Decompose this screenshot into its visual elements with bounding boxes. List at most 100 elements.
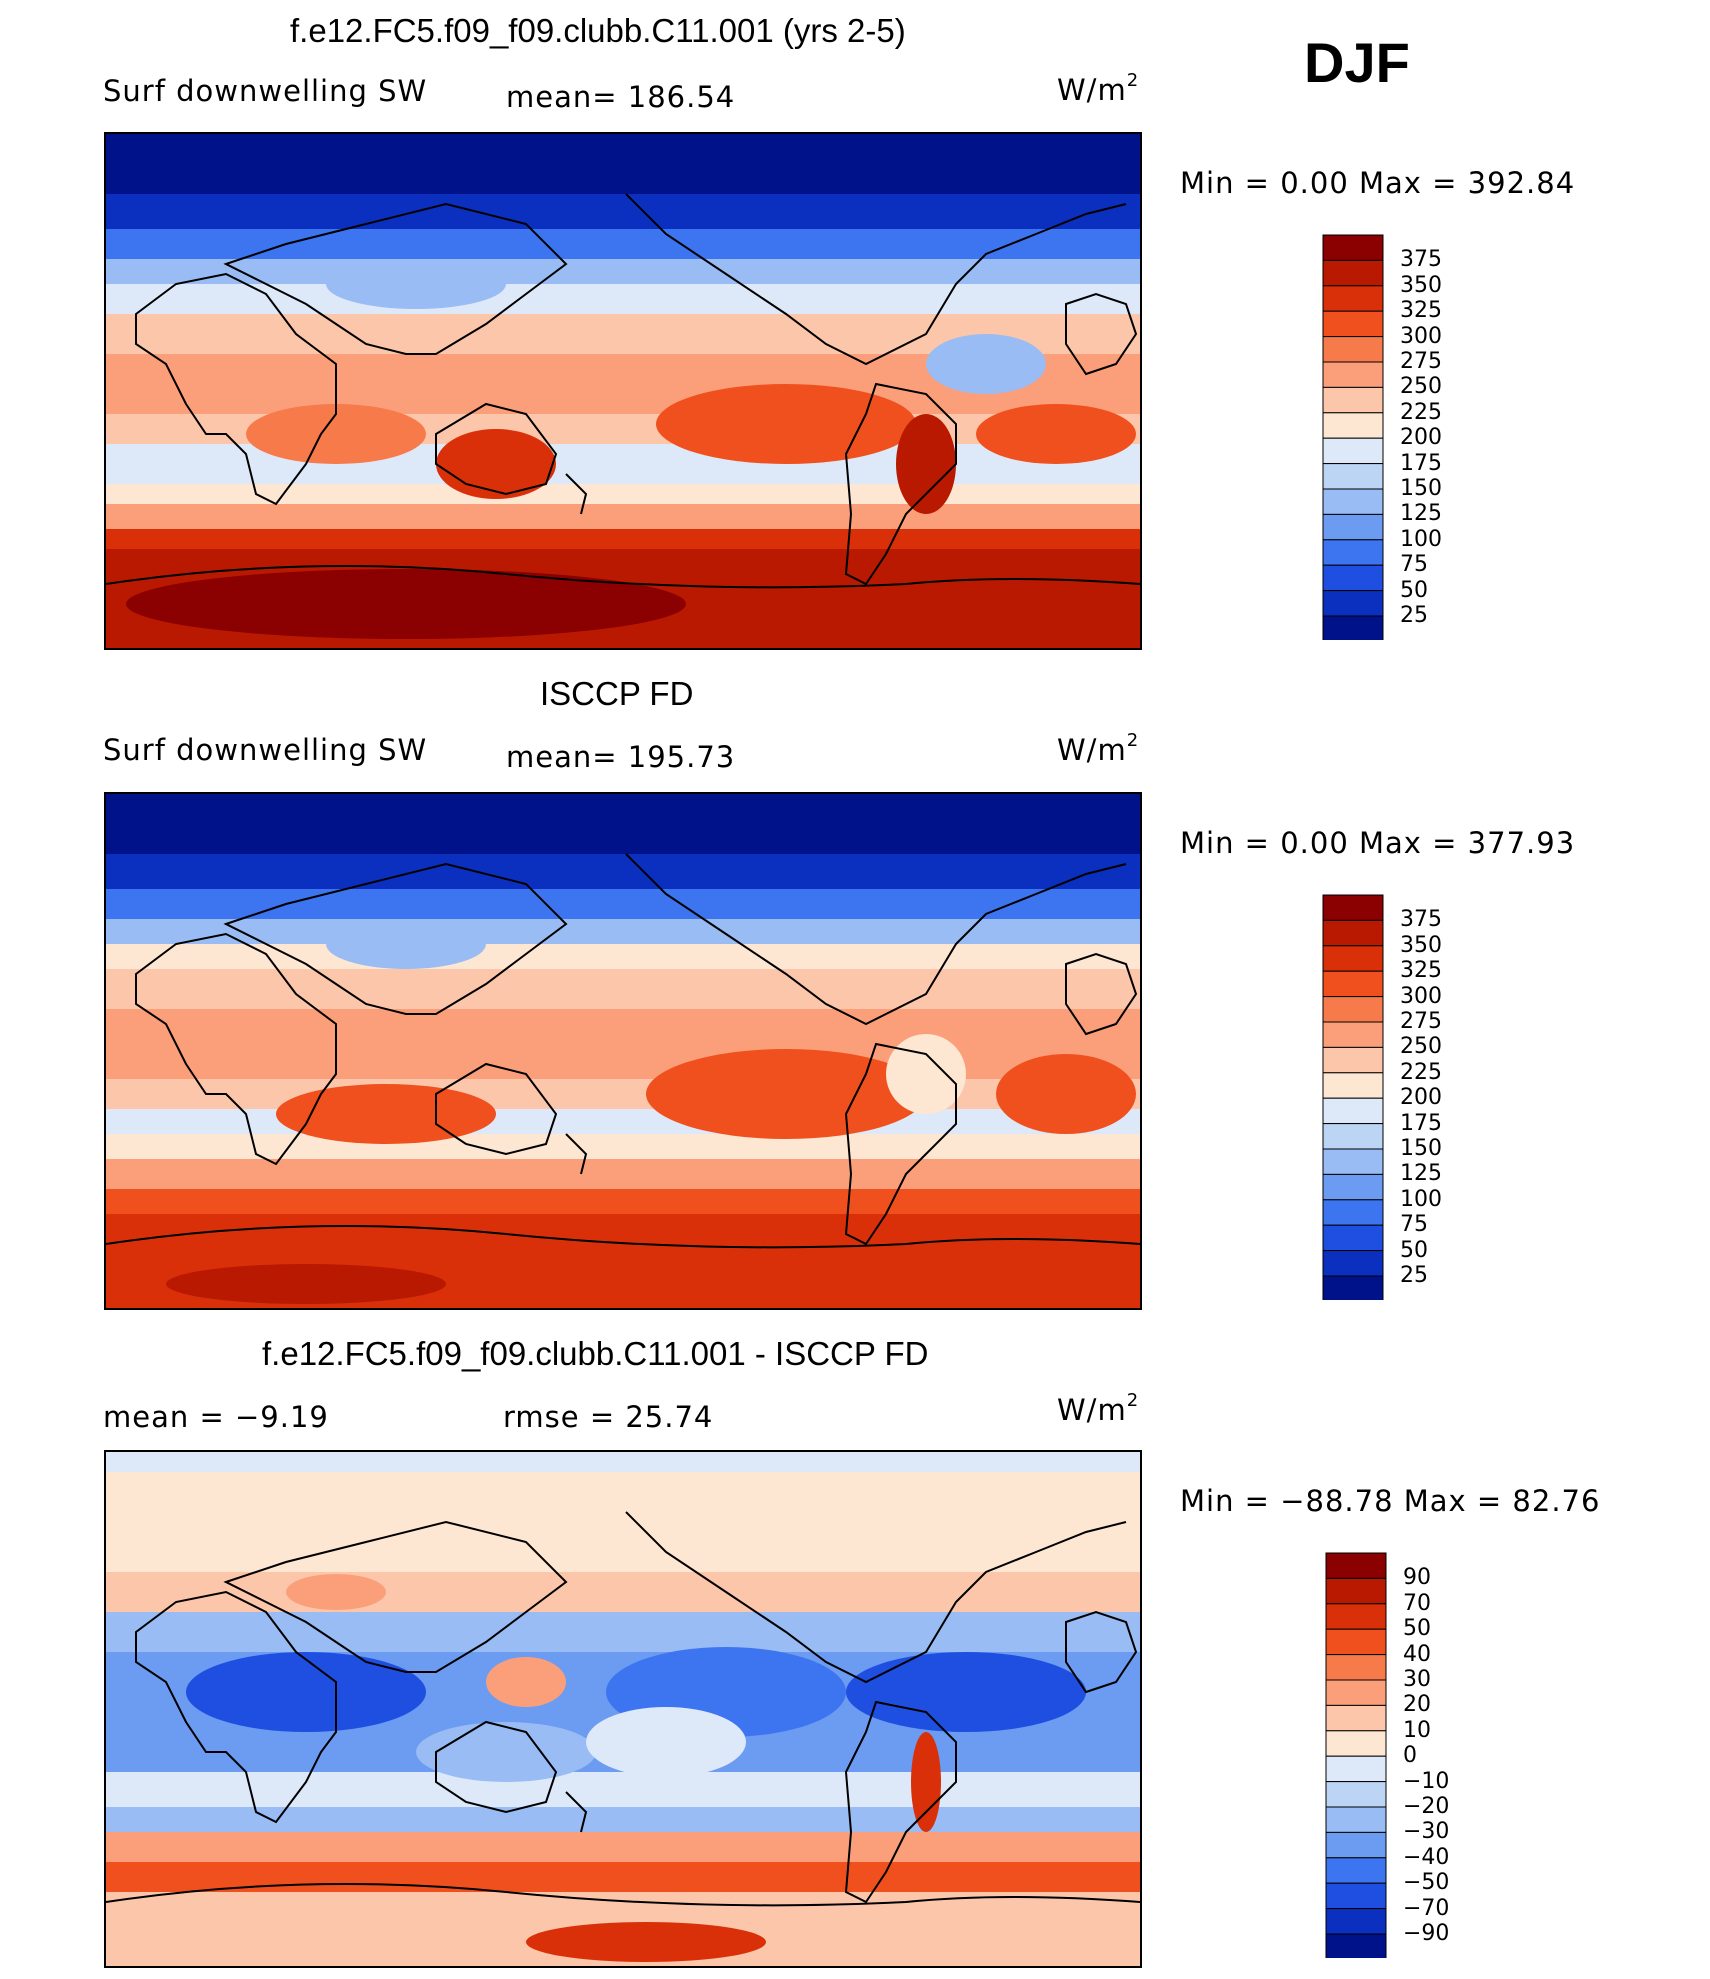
panel3-colorbar-swatches	[1325, 1552, 1387, 1960]
colorbar-swatch	[1322, 1021, 1384, 1048]
colorbar-swatch	[1322, 285, 1384, 312]
panel2-minmax: Min = 0.00 Max = 377.93	[1180, 826, 1576, 860]
colorbar-swatch	[1325, 1603, 1387, 1630]
panel2-colorbar: 375 350 325 300 275 250 225 200 175 150 125 100 75 50…	[1322, 894, 1442, 1305]
panel3-map-svg	[106, 1452, 1140, 1966]
panel2-map	[104, 792, 1142, 1310]
panel3-colorbar: 90 70 50 40 30 20 10 0 −10 −20 −30 −40 −50 −70 −90	[1325, 1552, 1449, 1963]
colorbar-swatch	[1325, 1882, 1387, 1910]
colorbar-swatch	[1322, 234, 1384, 261]
panel2-units: W/m2	[1057, 730, 1140, 767]
panel2-title: ISCCP FD	[540, 675, 694, 712]
panel2-colorbar-swatches	[1322, 894, 1384, 1302]
panel3-minmax: Min = −88.78 Max = 82.76	[1180, 1484, 1601, 1518]
colorbar-tick-label: 225	[1400, 399, 1442, 425]
colorbar-swatch	[1322, 463, 1384, 490]
colorbar-swatch	[1325, 1552, 1387, 1579]
colorbar-tick-label: 125	[1400, 501, 1442, 527]
colorbar-tick-label: 50	[1403, 1616, 1431, 1642]
colorbar-tick-label: 350	[1400, 932, 1442, 958]
colorbar-tick-label: 375	[1400, 247, 1442, 273]
colorbar-tick-label: 25	[1400, 1263, 1428, 1288]
colorbar-swatch	[1322, 615, 1384, 642]
colorbar-swatch	[1322, 310, 1384, 338]
colorbar-swatch	[1325, 1730, 1387, 1757]
colorbar-swatch	[1322, 513, 1384, 541]
colorbar-tick-label: 200	[1400, 1085, 1442, 1111]
colorbar-swatch	[1322, 1123, 1384, 1150]
panel3-rmse: rmse = 25.74	[503, 1400, 714, 1434]
colorbar-swatch	[1322, 386, 1384, 414]
colorbar-swatch	[1322, 259, 1384, 287]
colorbar-tick-label: −30	[1403, 1819, 1450, 1845]
colorbar-swatch	[1322, 1148, 1384, 1175]
colorbar-tick-label: 75	[1400, 552, 1428, 578]
colorbar-tick-label: −40	[1403, 1844, 1450, 1870]
colorbar-tick-label: 0	[1403, 1743, 1417, 1769]
colorbar-tick-label: 100	[1400, 526, 1442, 552]
colorbar-swatch	[1325, 1628, 1387, 1656]
colorbar-swatch	[1325, 1704, 1387, 1732]
colorbar-tick-label: 100	[1400, 1186, 1442, 1212]
colorbar-tick-label: −50	[1403, 1870, 1450, 1896]
colorbar-tick-label: −70	[1403, 1895, 1450, 1921]
colorbar-tick-label: −90	[1403, 1921, 1450, 1946]
colorbar-swatch	[1322, 996, 1384, 1023]
panel3-mean: mean = −9.19	[103, 1400, 329, 1434]
colorbar-swatch	[1322, 970, 1384, 998]
colorbar-swatch	[1322, 894, 1384, 921]
colorbar-tick-label: 40	[1403, 1641, 1431, 1667]
colorbar-swatch	[1322, 1173, 1384, 1201]
colorbar-swatch	[1322, 1046, 1384, 1074]
panel1-title: f.e12.FC5.f09_f09.clubb.C11.001 (yrs 2-5…	[290, 12, 906, 49]
panel2-map-svg	[106, 794, 1140, 1308]
colorbar-swatch	[1322, 945, 1384, 972]
panel3-units: W/m2	[1057, 1390, 1140, 1427]
panel3-title: f.e12.FC5.f09_f09.clubb.C11.001 - ISCCP …	[262, 1335, 929, 1372]
panel1-colorbar: 375 350 325 300 275 250 225 200 175 150 125 100 75 50…	[1322, 234, 1442, 645]
colorbar-tick-label: 300	[1400, 323, 1442, 349]
colorbar-tick-label: 150	[1400, 1136, 1442, 1161]
colorbar-tick-label: 50	[1400, 1237, 1428, 1263]
colorbar-swatch	[1325, 1679, 1387, 1706]
colorbar-tick-label: 10	[1403, 1717, 1431, 1743]
colorbar-tick-label: 175	[1400, 1110, 1442, 1136]
colorbar-swatch	[1322, 564, 1384, 592]
panel1-units: W/m2	[1057, 70, 1140, 107]
colorbar-swatch	[1322, 361, 1384, 388]
colorbar-swatch	[1322, 539, 1384, 566]
panel2-mean: mean= 195.73	[506, 740, 736, 774]
season-label: DJF	[1304, 31, 1410, 94]
colorbar-tick-label: 225	[1400, 1059, 1442, 1085]
colorbar-tick-label: 275	[1400, 1009, 1442, 1034]
panel1-minmax: Min = 0.00 Max = 392.84	[1180, 166, 1576, 200]
colorbar-tick-label: 25	[1400, 603, 1428, 628]
colorbar-tick-label: 30	[1403, 1667, 1431, 1692]
colorbar-tick-label: 50	[1400, 577, 1428, 603]
colorbar-tick-label: 275	[1400, 349, 1442, 374]
panel1-map	[104, 132, 1142, 650]
panel1-map-svg	[106, 134, 1140, 648]
colorbar-tick-label: −10	[1403, 1768, 1450, 1794]
colorbar-swatch	[1325, 1654, 1387, 1681]
colorbar-swatch	[1325, 1781, 1387, 1808]
colorbar-tick-label: 175	[1400, 450, 1442, 476]
colorbar-swatch	[1322, 1275, 1384, 1302]
colorbar-swatch	[1325, 1806, 1387, 1833]
panel2-variable: Surf downwelling SW	[103, 733, 428, 767]
colorbar-swatch	[1325, 1831, 1387, 1859]
colorbar-swatch	[1322, 412, 1384, 439]
colorbar-tick-label: 250	[1400, 374, 1442, 400]
colorbar-tick-label: 75	[1400, 1212, 1428, 1238]
colorbar-tick-label: 325	[1400, 298, 1442, 324]
colorbar-swatch	[1325, 1755, 1387, 1783]
panel1-mean: mean= 186.54	[506, 80, 736, 114]
colorbar-tick-label: 300	[1400, 983, 1442, 1009]
colorbar-swatch	[1322, 1097, 1384, 1125]
colorbar-swatch	[1322, 590, 1384, 617]
colorbar-swatch	[1322, 488, 1384, 515]
colorbar-tick-label: 90	[1403, 1565, 1431, 1591]
colorbar-tick-label: −20	[1403, 1794, 1450, 1819]
colorbar-tick-label: 375	[1400, 907, 1442, 933]
colorbar-swatch	[1322, 1250, 1384, 1277]
